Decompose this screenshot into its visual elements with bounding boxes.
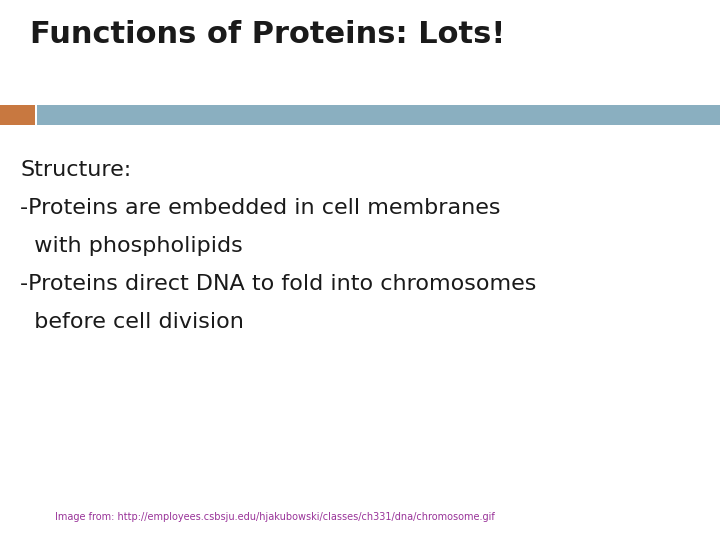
Bar [0,105,35,125]
Text: -Proteins direct DNA to fold into chromosomes: -Proteins direct DNA to fold into chromo… [20,274,536,294]
Text: Functions of Proteins: Lots!: Functions of Proteins: Lots! [30,20,505,49]
Text: Image from: http://employees.csbsju.edu/hjakubowski/classes/ch331/dna/chromosome: Image from: http://employees.csbsju.edu/… [55,512,495,522]
Text: -Proteins are embedded in cell membranes: -Proteins are embedded in cell membranes [20,198,500,218]
Bar [37,105,720,125]
Text: before cell division: before cell division [20,312,244,332]
Text: with phospholipids: with phospholipids [20,236,243,256]
Text: Structure:: Structure: [20,160,131,180]
